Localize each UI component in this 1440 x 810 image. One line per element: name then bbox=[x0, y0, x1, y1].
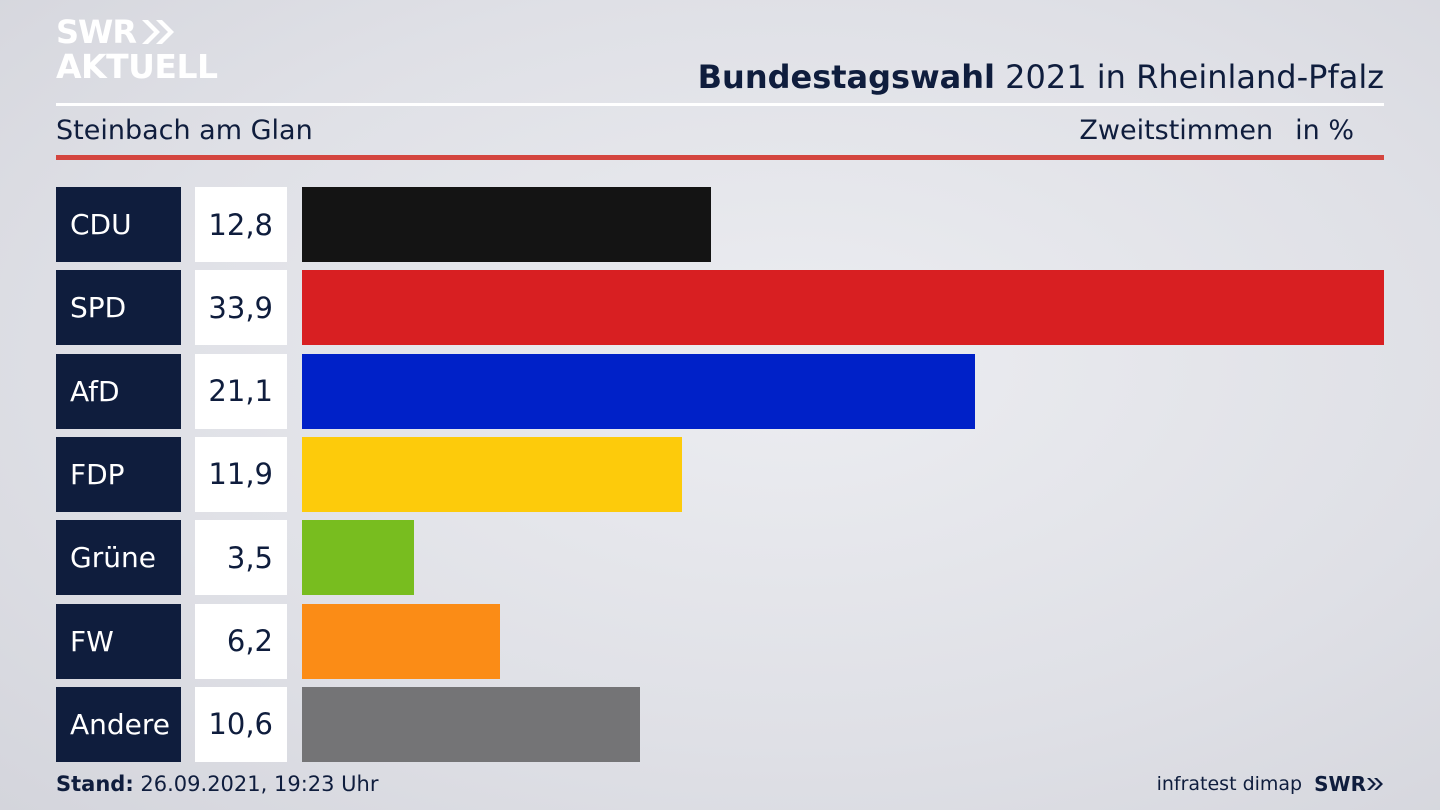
measure-unit: Zweitstimmen in % bbox=[1079, 115, 1354, 146]
bar bbox=[302, 603, 500, 679]
bar-row: SPD 33,9 bbox=[56, 270, 1384, 346]
measure-label: Zweitstimmen bbox=[1079, 115, 1274, 146]
header-divider bbox=[56, 103, 1384, 106]
red-divider bbox=[56, 155, 1384, 160]
value-label: 12,8 bbox=[195, 187, 287, 262]
value-label: 10,6 bbox=[195, 686, 287, 762]
title-rest: 2021 in Rheinland-Pfalz bbox=[995, 58, 1384, 96]
bar bbox=[302, 270, 1384, 346]
timestamp: Stand: 26.09.2021, 19:23 Uhr bbox=[56, 772, 379, 796]
value-label: 21,1 bbox=[195, 353, 287, 429]
swr-aktuell-logo: SWR AKTUELL bbox=[56, 16, 218, 83]
title-bold: Bundestagswahl bbox=[697, 58, 995, 96]
bar bbox=[302, 187, 711, 262]
value-label: 3,5 bbox=[195, 520, 287, 596]
stand-label: Stand: bbox=[56, 772, 134, 796]
party-label: FDP bbox=[56, 436, 181, 512]
party-label: Grüne bbox=[56, 520, 181, 596]
chart-title: Bundestagswahl 2021 in Rheinland-Pfalz bbox=[698, 58, 1384, 96]
unit-label: in % bbox=[1295, 115, 1354, 146]
bar-row: Grüne 3,5 bbox=[56, 520, 1384, 596]
region-subtitle: Steinbach am Glan bbox=[56, 115, 313, 146]
value-label: 11,9 bbox=[195, 436, 287, 512]
bar bbox=[302, 686, 641, 762]
bar-row: CDU 12,8 bbox=[56, 187, 1384, 262]
bar-row: AfD 21,1 bbox=[56, 353, 1384, 429]
party-label: FW bbox=[56, 603, 181, 679]
stand-value: 26.09.2021, 19:23 Uhr bbox=[133, 772, 379, 796]
value-label: 33,9 bbox=[195, 270, 287, 346]
bar bbox=[302, 520, 414, 596]
source-label: infratest dimap bbox=[1156, 773, 1303, 795]
source-credit: infratest dimap SWR bbox=[1157, 772, 1384, 796]
value-label: 6,2 bbox=[195, 603, 287, 679]
party-label: SPD bbox=[56, 270, 181, 346]
bar bbox=[302, 353, 976, 429]
double-chevron-icon bbox=[1367, 778, 1383, 790]
party-label: Andere bbox=[56, 686, 181, 762]
bar bbox=[302, 436, 682, 512]
logo-line-2: AKTUELL bbox=[56, 47, 218, 86]
footer-brand: SWR bbox=[1314, 772, 1384, 796]
footer-brand-text: SWR bbox=[1314, 772, 1366, 796]
bar-row: FW 6,2 bbox=[56, 603, 1384, 679]
party-label: AfD bbox=[56, 353, 181, 429]
party-label: CDU bbox=[56, 187, 181, 262]
logo-line-1: SWR bbox=[56, 13, 137, 51]
double-chevron-icon bbox=[141, 20, 174, 44]
bar-row: FDP 11,9 bbox=[56, 436, 1384, 512]
bar-row: Andere 10,6 bbox=[56, 686, 1384, 762]
